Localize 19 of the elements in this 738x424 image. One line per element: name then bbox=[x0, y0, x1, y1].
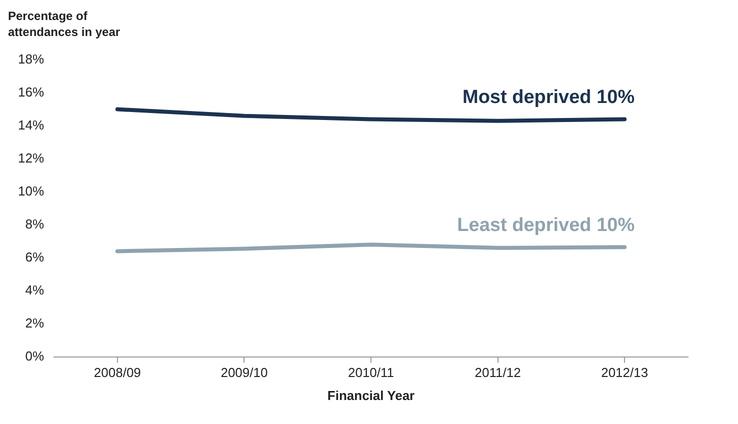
x-tick-label: 2010/11 bbox=[348, 365, 394, 380]
y-axis-title: Percentage of attendances in year bbox=[8, 8, 122, 41]
y-tick-label: 8% bbox=[25, 216, 44, 232]
y-tick-label: 10% bbox=[18, 183, 44, 198]
series-label: Most deprived 10% bbox=[462, 86, 635, 108]
y-tick-label: 14% bbox=[18, 117, 44, 132]
y-tick-label: 16% bbox=[18, 84, 44, 100]
series-label: Least deprived 10% bbox=[457, 214, 635, 236]
y-tick-label: 6% bbox=[25, 249, 44, 264]
y-tick-label: 0% bbox=[25, 348, 44, 364]
y-tick-label: 4% bbox=[25, 282, 44, 298]
x-tick-label: 2012/13 bbox=[601, 365, 648, 380]
y-tick-label: 12% bbox=[18, 150, 44, 166]
x-axis-title: Financial Year bbox=[327, 388, 415, 403]
x-tick-label: 2008/09 bbox=[94, 365, 141, 380]
x-tick-label: 2009/10 bbox=[220, 365, 268, 380]
y-tick-label: 2% bbox=[25, 315, 44, 330]
y-tick-label: 18% bbox=[18, 51, 44, 66]
x-tick-label: 2011/12 bbox=[474, 365, 521, 380]
